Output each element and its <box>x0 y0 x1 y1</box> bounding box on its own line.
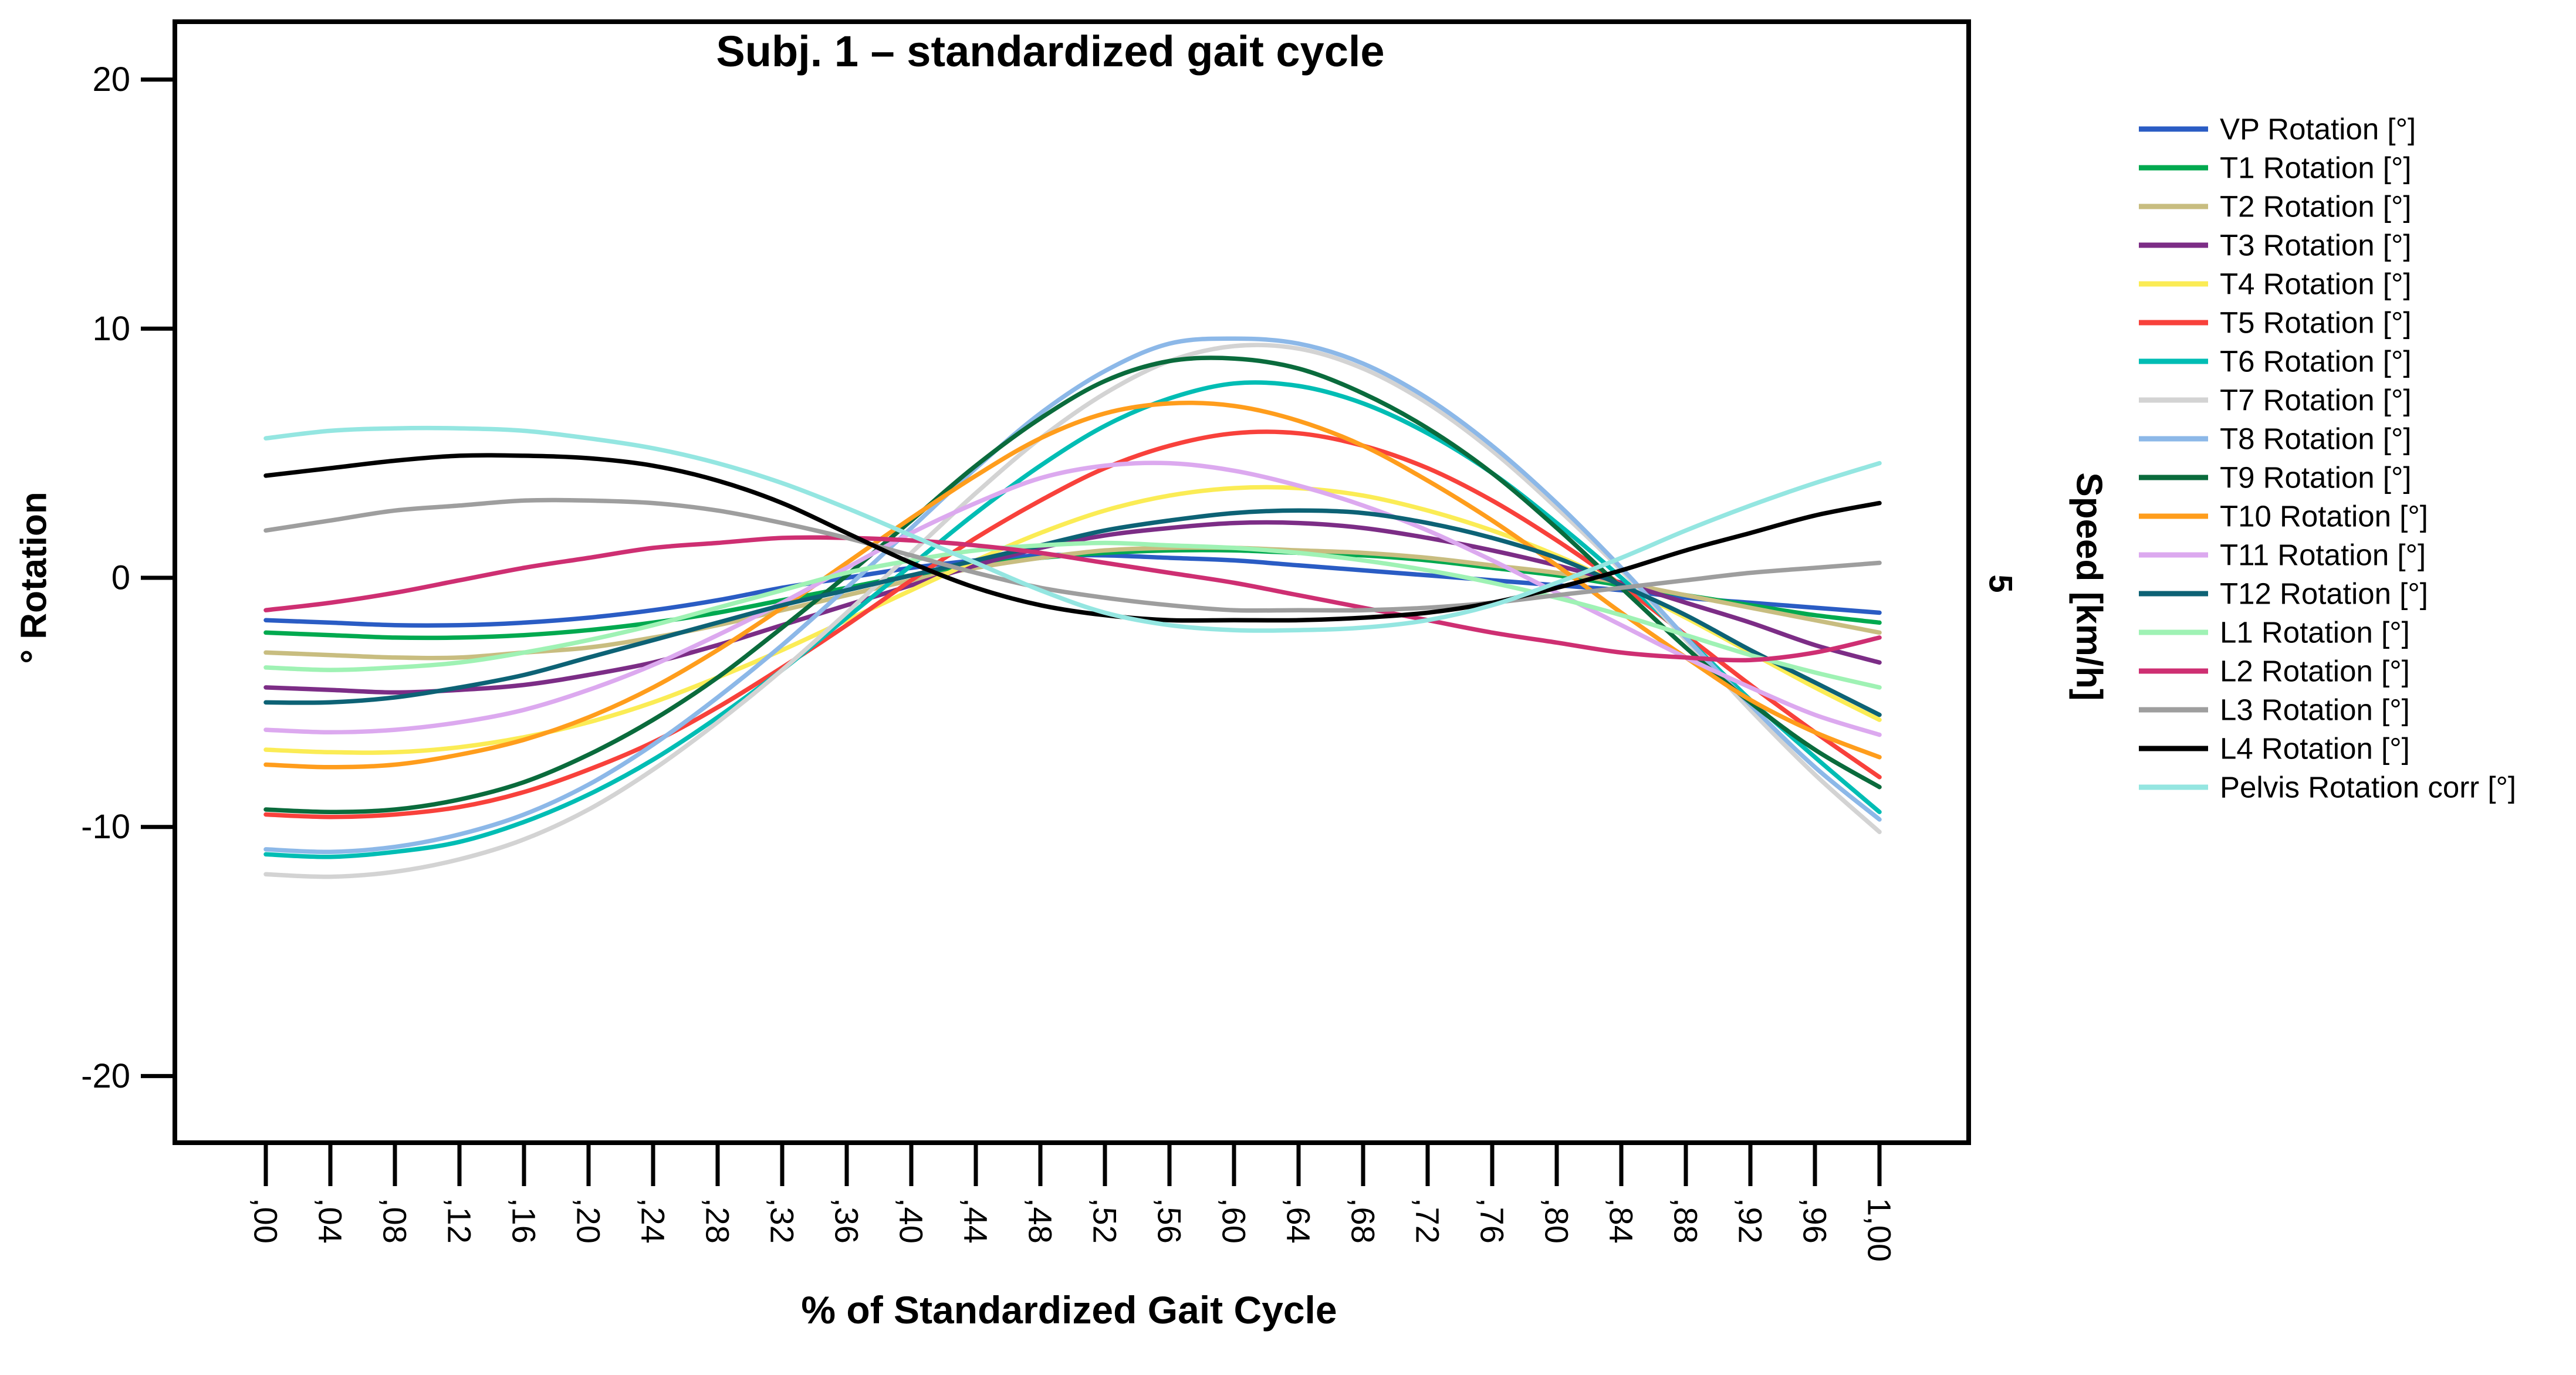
series-line <box>263 425 1882 633</box>
x-tick-label: ,76 <box>1474 1198 1511 1244</box>
x-tick-label: ,24 <box>635 1198 672 1244</box>
plot-area <box>173 19 1971 1145</box>
x-tick-label: ,68 <box>1345 1198 1382 1244</box>
y-tick-label: -10 <box>81 808 130 846</box>
legend-item: T4 Rotation [°] <box>2139 267 2412 301</box>
legend-item: T10 Rotation [°] <box>2139 500 2428 533</box>
data-curves <box>263 336 1882 879</box>
x-tick-label: ,48 <box>1022 1198 1059 1244</box>
legend-label: T10 Rotation [°] <box>2220 500 2428 533</box>
x-tick-label: ,36 <box>829 1198 866 1244</box>
x-tick-label: ,92 <box>1732 1198 1769 1244</box>
legend-label: T1 Rotation [°] <box>2220 151 2412 185</box>
x-tick-label: ,12 <box>441 1198 478 1244</box>
x-tick-label: ,80 <box>1539 1198 1576 1244</box>
y-tick-label: 10 <box>92 310 130 348</box>
legend-item: L4 Rotation [°] <box>2139 732 2410 766</box>
legend-label: T4 Rotation [°] <box>2220 267 2412 301</box>
legend-label: Pelvis Rotation corr [°] <box>2220 771 2516 804</box>
legend-label: L1 Rotation [°] <box>2220 616 2410 649</box>
legend-item: T3 Rotation [°] <box>2139 229 2412 262</box>
legend-item: T5 Rotation [°] <box>2139 306 2412 340</box>
legend-item: T11 Rotation [°] <box>2139 539 2426 572</box>
legend-label: L4 Rotation [°] <box>2220 732 2410 766</box>
legend-item: T6 Rotation [°] <box>2139 345 2412 378</box>
legend-label: T2 Rotation [°] <box>2220 190 2412 223</box>
x-axis-title: % of Standardized Gait Cycle <box>801 1288 1337 1332</box>
legend-item: T9 Rotation [°] <box>2139 461 2412 495</box>
legend-label: T12 Rotation [°] <box>2220 577 2428 611</box>
legend-item: L1 Rotation [°] <box>2139 616 2410 649</box>
x-tick-label: ,40 <box>893 1198 930 1244</box>
legend-item: VP Rotation [°] <box>2139 113 2416 146</box>
x-tick-label: ,28 <box>699 1198 736 1244</box>
x-tick-label: ,64 <box>1280 1198 1317 1244</box>
legend-label: T9 Rotation [°] <box>2220 461 2412 495</box>
right-axis-title: Speed [km/h] <box>2068 472 2110 701</box>
legend-item: T7 Rotation [°] <box>2139 384 2412 417</box>
y-axis-title: ° Rotation <box>13 492 55 664</box>
x-tick-label: ,32 <box>764 1198 801 1244</box>
x-tick-label: ,60 <box>1216 1198 1253 1244</box>
x-tick-label: ,16 <box>506 1198 543 1244</box>
series-line <box>263 336 1882 855</box>
x-tick-label: ,56 <box>1151 1198 1188 1244</box>
legend-label: L2 Rotation [°] <box>2220 655 2410 688</box>
x-tick-label: ,96 <box>1797 1198 1834 1244</box>
series-line <box>263 401 1882 770</box>
x-tick-label: ,08 <box>377 1198 414 1244</box>
legend-label: T6 Rotation [°] <box>2220 345 2412 378</box>
legend-item: Pelvis Rotation corr [°] <box>2139 771 2516 804</box>
legend-label: T7 Rotation [°] <box>2220 384 2412 417</box>
x-tick-label: ,88 <box>1668 1198 1705 1244</box>
x-tick-label: ,44 <box>958 1198 995 1244</box>
x-tick-label: ,52 <box>1087 1198 1124 1244</box>
right-axis-tick-label: 5 <box>1982 574 2020 593</box>
y-tick-label: 0 <box>111 559 130 597</box>
x-tick-label: ,20 <box>570 1198 607 1244</box>
x-axis-ticks: ,00 ,04 ,08 ,12 ,16 ,20 ,24 ,28 ,32 ,36 ,40 ,44 ,48,… <box>248 1143 1898 1262</box>
y-tick-label: -20 <box>81 1057 130 1095</box>
legend: VP Rotation [°] T1 Rotation [°] T2 Rotatio… <box>2139 113 2516 804</box>
legend-item: T2 Rotation [°] <box>2139 190 2412 223</box>
x-tick-label: ,84 <box>1603 1198 1640 1244</box>
legend-item: T1 Rotation [°] <box>2139 151 2412 185</box>
chart-title: Subj. 1 – standardized gait cycle <box>716 27 1385 76</box>
series-line <box>263 380 1882 859</box>
x-tick-label: 1,00 <box>1861 1198 1898 1262</box>
y-tick-label: 20 <box>92 60 130 99</box>
series-line <box>263 535 1882 663</box>
legend-item: L3 Rotation [°] <box>2139 693 2410 727</box>
legend-item: L2 Rotation [°] <box>2139 655 2410 688</box>
legend-label: L3 Rotation [°] <box>2220 693 2410 727</box>
legend-item: T8 Rotation [°] <box>2139 422 2412 456</box>
series-line <box>263 540 1882 690</box>
legend-label: VP Rotation [°] <box>2220 113 2416 146</box>
x-tick-label: ,72 <box>1409 1198 1446 1244</box>
legend-label: T8 Rotation [°] <box>2220 422 2412 456</box>
series-line <box>263 453 1882 623</box>
legend-label: T11 Rotation [°] <box>2220 539 2426 572</box>
y-axis-ticks: 20 10 0 -10 -20 <box>81 60 175 1095</box>
series-line <box>263 520 1882 695</box>
legend-label: T5 Rotation [°] <box>2220 306 2412 340</box>
legend-item: T12 Rotation [°] <box>2139 577 2428 611</box>
x-tick-label: ,04 <box>312 1198 349 1244</box>
x-tick-label: ,00 <box>248 1198 285 1244</box>
series-line <box>263 460 1882 737</box>
legend-label: T3 Rotation [°] <box>2220 229 2412 262</box>
series-line <box>263 497 1882 613</box>
